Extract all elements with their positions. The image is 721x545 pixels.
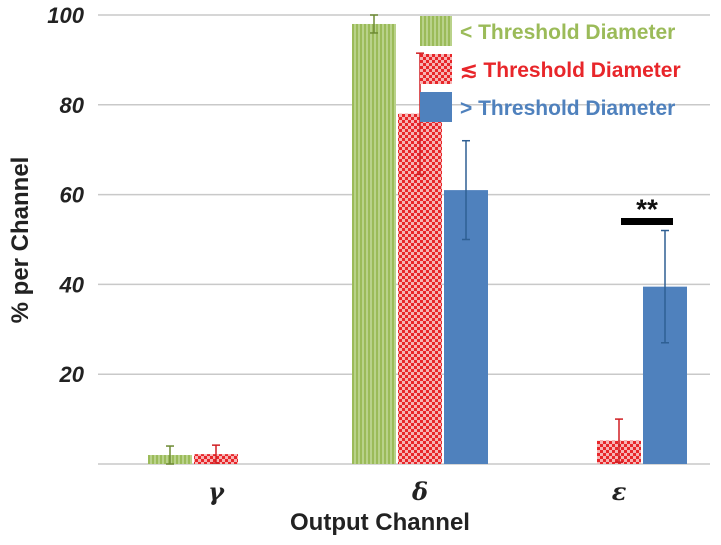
x-category-label: γ [208, 477, 225, 506]
error-bar [212, 444, 220, 464]
y-tick-label: 100 [47, 3, 84, 28]
bars [148, 23, 687, 465]
y-tick-label: 60 [60, 183, 85, 208]
significance-marker: ** [621, 194, 673, 226]
error-bar [462, 139, 470, 241]
error-bar [615, 418, 623, 463]
error-bar [166, 445, 174, 465]
y-tick-label: 80 [60, 93, 85, 118]
x-category-label: ε [612, 477, 627, 506]
legend-label: > Threshold Diameter [460, 97, 675, 120]
y-tick-label: 40 [59, 272, 85, 297]
significance-label: ** [636, 194, 658, 225]
legend-label: ≲ Threshold Diameter [460, 59, 681, 82]
x-axis-categories: γ δ ε [208, 477, 627, 506]
legend-swatch [420, 92, 452, 122]
x-category-label: δ [411, 477, 428, 506]
x-axis-title: Output Channel [290, 509, 470, 536]
legend-swatch [420, 54, 452, 84]
error-bar [661, 229, 669, 344]
legend-item: < Threshold Diameter [420, 16, 675, 46]
legend: < Threshold Diameter ≲ Threshold Diameter… [420, 16, 681, 122]
legend-item: > Threshold Diameter [420, 92, 675, 122]
legend-label: < Threshold Diameter [460, 21, 675, 44]
y-axis-ticks: 20 40 60 80 100 [47, 3, 84, 387]
bar [352, 23, 396, 464]
annotations: ** [621, 194, 673, 226]
y-axis-title: % per Channel [7, 157, 34, 324]
error-bar [370, 14, 378, 34]
y-tick-label: 20 [59, 362, 85, 387]
legend-item: ≲ Threshold Diameter [420, 54, 681, 84]
legend-swatch [420, 16, 452, 46]
